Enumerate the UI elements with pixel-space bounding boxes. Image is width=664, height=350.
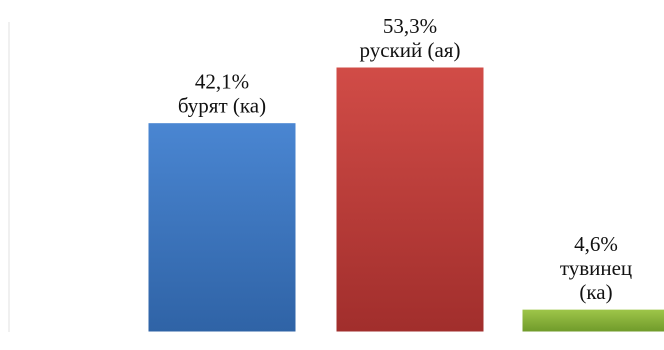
bar-0-category-label-1: бурят (ка) xyxy=(178,94,266,118)
labels-layer: 42,1%бурят (ка) 53,3%руский (ая) 4,6%тувин… xyxy=(178,14,632,304)
bar-0 xyxy=(147,122,297,333)
bars-layer xyxy=(147,66,664,333)
bar-1-category-label-1: руский (ая) xyxy=(360,38,461,62)
bar-2-category-label-2: (ка) xyxy=(579,280,612,304)
bar-1-value-label: 53,3% xyxy=(383,14,437,38)
bar-2 xyxy=(521,308,664,333)
bar-1 xyxy=(335,66,485,333)
bar-2-category-label-1: тувинец xyxy=(560,256,632,280)
bar-2-value-label: 4,6% xyxy=(574,232,618,256)
bar-0-value-label: 42,1% xyxy=(195,70,249,94)
